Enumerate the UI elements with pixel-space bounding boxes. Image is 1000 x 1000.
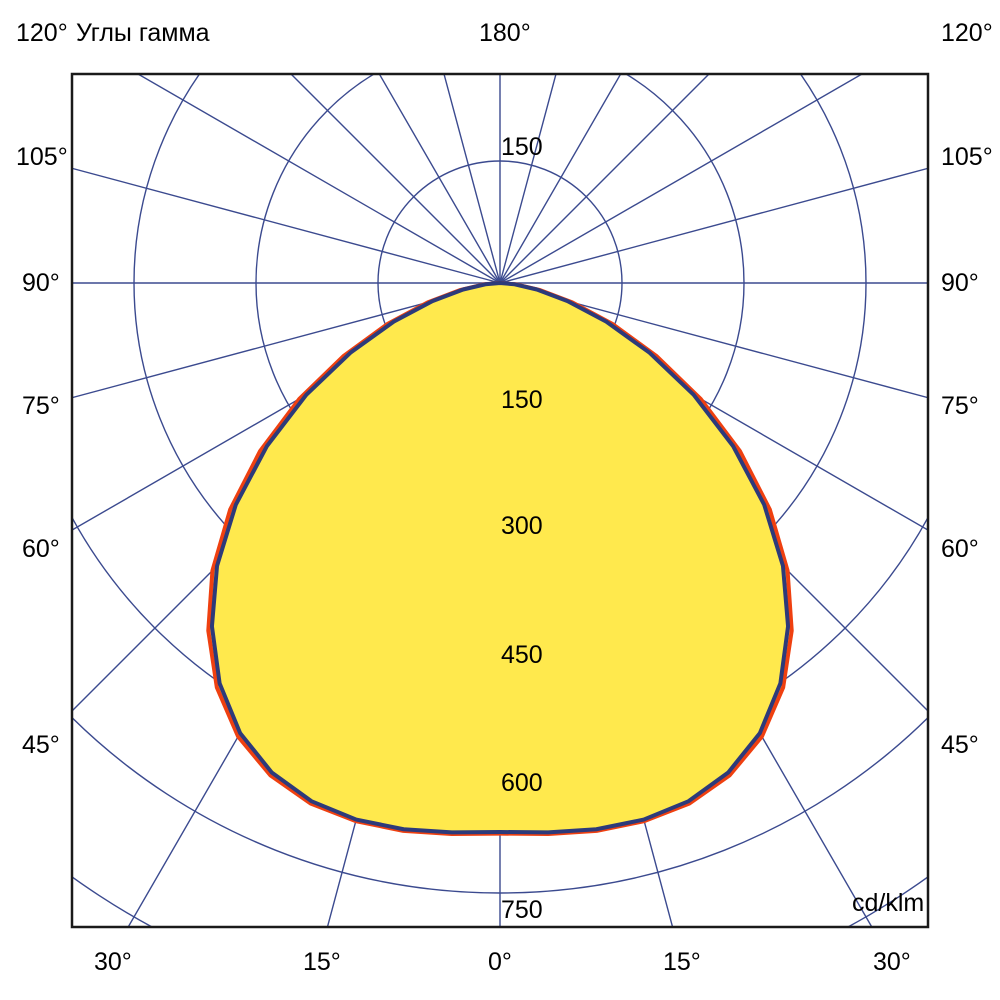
axis-label-right-90: 90° [941, 269, 979, 297]
intensity-curves [206, 281, 794, 836]
chart-title: Углы гамма [76, 19, 210, 47]
axis-label-bottom-15-right: 15° [663, 948, 701, 976]
axis-label-top-180: 180° [479, 19, 531, 47]
axis-label-left-90: 90° [22, 269, 60, 297]
axis-label-left-45: 45° [22, 731, 60, 759]
plot-frame [70, 72, 930, 929]
axis-label-bottom-0: 0° [488, 948, 512, 976]
axis-label-bottom-15-left: 15° [303, 948, 341, 976]
radial-label-300: 300 [501, 512, 543, 540]
axis-label-right-105: 105° [941, 143, 993, 171]
radial-label-450: 450 [501, 641, 543, 669]
axis-label-left-75: 75° [22, 392, 60, 420]
radial-label-150-top: 150 [501, 133, 543, 161]
axis-label-bottom-30-left: 30° [94, 948, 132, 976]
axis-label-left-120: 120° [16, 19, 68, 47]
axis-label-right-75: 75° [941, 392, 979, 420]
axis-label-right-60: 60° [941, 535, 979, 563]
radial-label-600: 600 [501, 769, 543, 797]
axis-label-bottom-30-right: 30° [873, 948, 911, 976]
axis-label-right-120: 120° [941, 19, 993, 47]
unit-label: cd/klm [852, 889, 925, 917]
radial-label-150: 150 [501, 386, 543, 414]
axis-label-right-45: 45° [941, 731, 979, 759]
axis-label-left-60: 60° [22, 535, 60, 563]
axis-label-left-105: 105° [16, 143, 68, 171]
radial-label-750: 750 [501, 896, 543, 924]
